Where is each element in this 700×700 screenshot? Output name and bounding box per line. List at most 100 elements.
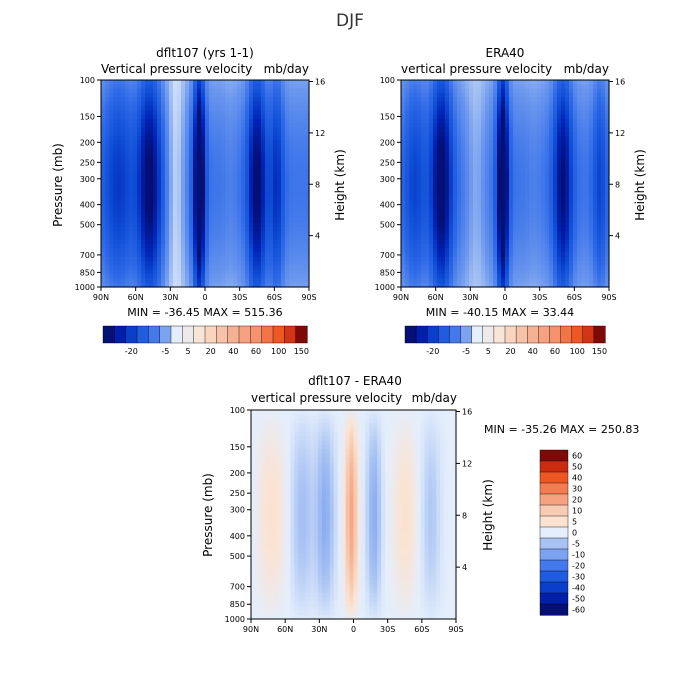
heatmap-cell <box>585 105 590 111</box>
heatmap-cell <box>145 243 150 249</box>
heatmap-cell <box>165 170 170 176</box>
heatmap-cell <box>189 248 194 254</box>
heatmap-cell <box>529 123 534 129</box>
heatmap-cell <box>145 153 150 159</box>
heatmap-cell <box>477 200 482 206</box>
heatmap-cell <box>305 88 310 94</box>
heatmap-cell <box>133 144 138 150</box>
heatmap-cell <box>437 213 442 219</box>
heatmap-cell <box>461 136 466 141</box>
heatmap-cell <box>461 170 466 176</box>
heatmap-cell <box>581 218 586 223</box>
heatmap-cell <box>281 114 286 120</box>
heatmap-cell <box>109 179 114 185</box>
heatmap-cell <box>541 118 546 124</box>
heatmap-cell <box>213 84 218 90</box>
heatmap-cell <box>497 256 502 262</box>
heatmap-cell <box>409 192 414 198</box>
heatmap-cell <box>549 261 554 267</box>
heatmap-cell <box>513 118 518 124</box>
heatmap-cell <box>269 269 274 275</box>
heatmap-cell <box>201 97 206 103</box>
heatmap-cell <box>509 123 514 129</box>
heatmap-cell <box>557 265 562 271</box>
heatmap-cell <box>289 230 294 236</box>
heatmap-cell <box>421 105 426 111</box>
heatmap-cell <box>125 170 130 176</box>
heatmap-cell <box>133 230 138 236</box>
heatmap-cell <box>145 261 150 267</box>
colorbar-swatch <box>272 325 285 344</box>
heatmap-cell <box>241 213 246 219</box>
heatmap-cell <box>201 166 206 172</box>
heatmap-cell <box>277 131 282 137</box>
heatmap-cell <box>601 131 606 137</box>
heatmap-cell <box>197 166 202 172</box>
heatmap-cell <box>213 235 218 241</box>
heatmap-cell <box>265 200 270 206</box>
heatmap-cell <box>241 166 246 172</box>
heatmap-cell <box>277 243 282 249</box>
heatmap-cell <box>473 205 478 210</box>
heatmap-cell <box>253 170 258 176</box>
heatmap-cell <box>561 256 566 262</box>
heatmap-cell <box>445 166 450 172</box>
heatmap-cell <box>545 278 550 284</box>
heatmap-cell <box>173 256 178 262</box>
heatmap-cell <box>185 278 190 284</box>
heatmap-cell <box>125 196 130 202</box>
heatmap-cell <box>509 88 514 94</box>
heatmap-cell <box>453 230 458 236</box>
heatmap-cell <box>573 209 578 215</box>
heatmap-cell <box>129 274 134 279</box>
heatmap-cell <box>465 179 470 185</box>
heatmap-cell <box>497 192 502 198</box>
heatmap-cell <box>569 230 574 236</box>
heatmap-cell <box>405 127 410 133</box>
heatmap-cell <box>105 205 110 210</box>
heatmap-cell <box>541 218 546 223</box>
heatmap-cell <box>413 179 418 185</box>
heatmap-cell <box>565 282 570 288</box>
heatmap-cell <box>213 205 218 210</box>
heatmap-cell <box>197 269 202 275</box>
heatmap-cell <box>565 192 570 198</box>
heatmap-cell <box>141 179 146 185</box>
heatmap-cell <box>221 269 226 275</box>
heatmap-cell <box>525 136 530 141</box>
heatmap-cell <box>101 144 106 150</box>
heatmap-cell <box>293 88 298 94</box>
heatmap-cell <box>273 153 278 159</box>
heatmap-cell <box>445 101 450 107</box>
heatmap-cell <box>237 161 242 167</box>
heatmap-cell <box>581 196 586 202</box>
heatmap-cell <box>289 265 294 271</box>
heatmap-cell <box>177 88 182 94</box>
heatmap-cell <box>401 205 406 210</box>
heatmap-cell <box>105 200 110 206</box>
heatmap-cell <box>489 200 494 206</box>
heatmap-cell <box>465 230 470 236</box>
heatmap-cell <box>277 161 282 167</box>
heatmap-cell <box>121 252 126 258</box>
heatmap-cell <box>441 200 446 206</box>
heatmap-cell <box>469 140 474 146</box>
heatmap-cell <box>529 235 534 241</box>
heatmap-cell <box>137 157 142 163</box>
heatmap-cell <box>433 243 438 249</box>
heatmap-cell <box>193 101 198 107</box>
panel-era40-subtitle: vertical pressure velocity <box>401 62 552 76</box>
heatmap-cell <box>113 196 118 202</box>
heatmap-cell <box>497 153 502 159</box>
heatmap-cell <box>465 149 470 154</box>
heatmap-cell <box>197 274 202 279</box>
heatmap-cell <box>285 105 290 111</box>
heatmap-cell <box>153 84 158 90</box>
heatmap-cell <box>201 230 206 236</box>
heatmap-cell <box>473 97 478 103</box>
heatmap-cell <box>273 118 278 124</box>
heatmap-cell <box>569 140 574 146</box>
heatmap-cell <box>553 243 558 249</box>
heatmap-cell <box>297 239 302 245</box>
heatmap-cell <box>537 80 542 85</box>
